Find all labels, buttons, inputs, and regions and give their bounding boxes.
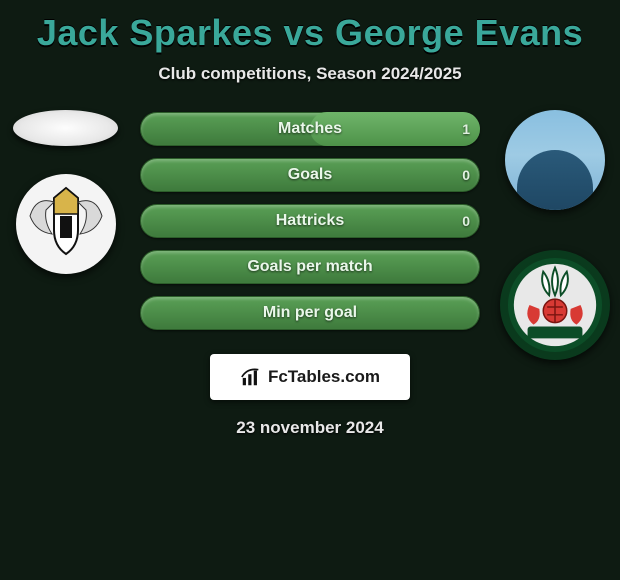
metric-row: Matches1	[140, 112, 480, 146]
metric-label: Min per goal	[140, 304, 480, 322]
metric-row: Goals per match	[140, 250, 480, 284]
subtitle: Club competitions, Season 2024/2025	[0, 64, 620, 84]
metric-row: Min per goal	[140, 296, 480, 330]
comparison-bars: Matches1Goals0Hattricks0Goals per matchM…	[0, 112, 620, 330]
metric-label: Goals per match	[140, 258, 480, 276]
metric-label: Hattricks	[140, 212, 480, 230]
metric-row: Hattricks0	[140, 204, 480, 238]
branding-badge: FcTables.com	[210, 354, 410, 400]
page-title: Jack Sparkes vs George Evans	[0, 0, 620, 54]
metric-value-right: 0	[462, 167, 470, 183]
date-label: 23 november 2024	[0, 418, 620, 438]
metric-label: Goals	[140, 166, 480, 184]
branding-text: FcTables.com	[268, 367, 380, 387]
chart-icon	[240, 366, 262, 388]
metric-value-right: 0	[462, 213, 470, 229]
metric-label: Matches	[140, 120, 480, 138]
metric-row: Goals0	[140, 158, 480, 192]
metric-value-right: 1	[462, 121, 470, 137]
